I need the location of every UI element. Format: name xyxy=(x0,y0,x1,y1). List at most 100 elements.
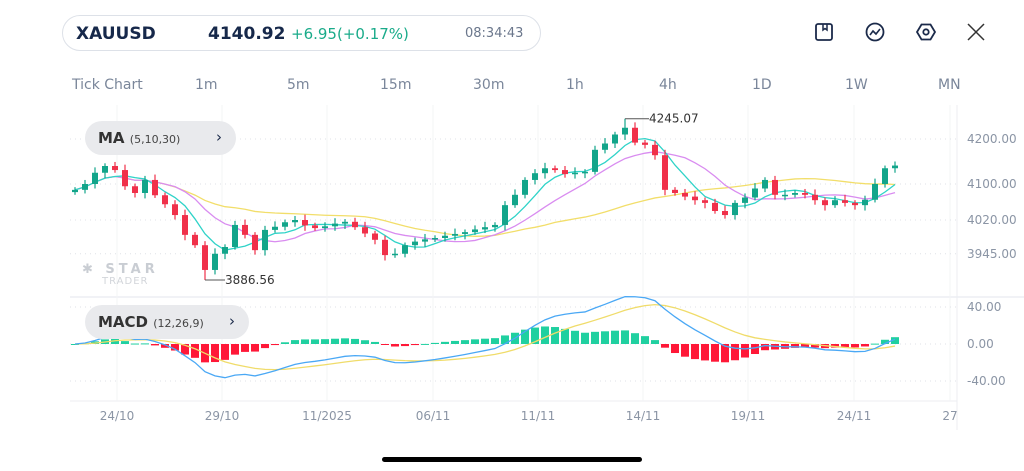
macd-histogram-bar xyxy=(481,338,489,344)
macd-histogram-bar xyxy=(211,344,219,363)
x-tick-label: 24/11 xyxy=(837,409,872,423)
macd-histogram-bar xyxy=(221,344,229,360)
candle-body xyxy=(252,234,258,251)
macd-histogram-bar xyxy=(841,344,849,348)
candle-body xyxy=(362,227,368,234)
candle-body xyxy=(92,172,98,184)
ma10-line xyxy=(74,151,896,243)
candle-body xyxy=(72,189,78,193)
candle-body xyxy=(272,226,278,230)
high-price-label: 4245.07 xyxy=(649,112,699,126)
candle-body xyxy=(582,171,588,174)
candle-body xyxy=(312,225,318,229)
price-tick-label: 4020.00 xyxy=(967,213,1017,227)
candle-body xyxy=(332,223,338,227)
tab-1d[interactable]: 1D xyxy=(752,77,772,93)
candle-body xyxy=(702,200,708,203)
indicator-icon[interactable] xyxy=(864,21,886,43)
tab-1m[interactable]: 1m xyxy=(195,77,218,93)
candle-body xyxy=(512,194,518,206)
candle-body xyxy=(822,200,828,206)
symbol-header[interactable]: XAUUSD 4140.92 +6.95(+0.17%) 08:34:43 xyxy=(62,15,541,51)
macd-histogram-bar xyxy=(761,344,769,351)
macd-histogram-bar xyxy=(141,343,149,345)
candle-body xyxy=(232,224,238,247)
candle-body xyxy=(532,173,538,180)
tab-15m[interactable]: 15m xyxy=(380,77,412,93)
macd-histogram-bar xyxy=(791,344,799,348)
x-tick-label: 11/11 xyxy=(521,409,556,423)
tab-tick-chart[interactable]: Tick Chart xyxy=(72,77,143,93)
candle-body xyxy=(452,233,458,236)
candle-body xyxy=(652,144,658,156)
candle-body xyxy=(872,184,878,200)
candle-body xyxy=(802,193,808,195)
macd-histogram-bar xyxy=(181,344,189,355)
current-price: 4140.92 xyxy=(208,24,286,44)
watermark-subtext: TRADER xyxy=(102,276,149,287)
macd-histogram-bar xyxy=(561,328,569,344)
macd-indicator-button[interactable]: MACD (12,26,9) › xyxy=(85,305,249,339)
macd-histogram-bar xyxy=(641,336,649,344)
macd-histogram-bar xyxy=(321,339,329,344)
candle-body xyxy=(402,245,408,254)
x-tick-label: 27 xyxy=(942,409,957,423)
chevron-right-icon: › xyxy=(216,128,222,146)
tab-30m[interactable]: 30m xyxy=(473,77,505,93)
x-tick-label: 14/11 xyxy=(626,409,661,423)
price-chart[interactable]: 24/10 29/10 11/2025 06/11 11/11 14/11 19/11 24/… xyxy=(0,105,1024,435)
candle-body xyxy=(852,202,858,206)
macd-histogram-bar xyxy=(381,344,389,345)
candle-body xyxy=(722,211,728,216)
macd-histogram-bar xyxy=(831,344,839,348)
ma-indicator-button[interactable]: MA (5,10,30) › xyxy=(85,121,236,155)
macd-histogram-bar xyxy=(871,343,879,345)
candle-body xyxy=(572,172,578,175)
price-tick-label: 3945.00 xyxy=(967,247,1017,261)
candle-body xyxy=(602,143,608,150)
candle-body xyxy=(812,194,818,201)
macd-histogram-bar xyxy=(881,339,889,344)
macd-histogram-bar xyxy=(671,344,679,354)
settings-icon[interactable] xyxy=(915,21,937,43)
macd-histogram-bar xyxy=(291,340,299,344)
macd-histogram-bar xyxy=(701,344,709,361)
ma-label: MA xyxy=(98,129,125,147)
macd-histogram-bar xyxy=(651,340,659,344)
candle-body xyxy=(262,229,268,251)
candle-body xyxy=(342,221,348,224)
candle-body xyxy=(442,235,448,238)
x-tick-label: 19/11 xyxy=(731,409,766,423)
macd-histogram-bar xyxy=(491,338,499,344)
tab-5m[interactable]: 5m xyxy=(287,77,310,93)
macd-histogram-bar xyxy=(371,341,379,344)
candle-body xyxy=(552,168,558,171)
candle-body xyxy=(352,221,358,228)
candle-body xyxy=(432,238,438,240)
candle-body xyxy=(522,179,528,195)
candle-body xyxy=(182,215,188,235)
candle-body xyxy=(172,204,178,216)
candle-body xyxy=(862,199,868,206)
macd-histogram-bar xyxy=(621,330,629,344)
candle-body xyxy=(142,179,148,193)
tab-1w[interactable]: 1W xyxy=(845,77,868,93)
macd-histogram-bar xyxy=(131,343,139,345)
tab-4h[interactable]: 4h xyxy=(659,77,677,93)
tab-mn[interactable]: MN xyxy=(938,77,961,93)
candle-body xyxy=(152,179,158,196)
candle-body xyxy=(372,233,378,240)
candle-body xyxy=(132,186,138,193)
symbol-name: XAUUSD xyxy=(76,24,156,44)
candle-body xyxy=(542,168,548,174)
macd-histogram-bar xyxy=(261,344,269,349)
bookmark-icon[interactable] xyxy=(813,21,835,43)
candle-body xyxy=(412,241,418,246)
tab-1h[interactable]: 1h xyxy=(566,77,584,93)
macd-histogram-bar xyxy=(471,339,479,344)
candle-body xyxy=(752,188,758,198)
candle-body xyxy=(742,197,748,203)
close-icon[interactable] xyxy=(965,21,987,43)
candle-body xyxy=(792,193,798,195)
home-indicator[interactable] xyxy=(382,457,642,462)
